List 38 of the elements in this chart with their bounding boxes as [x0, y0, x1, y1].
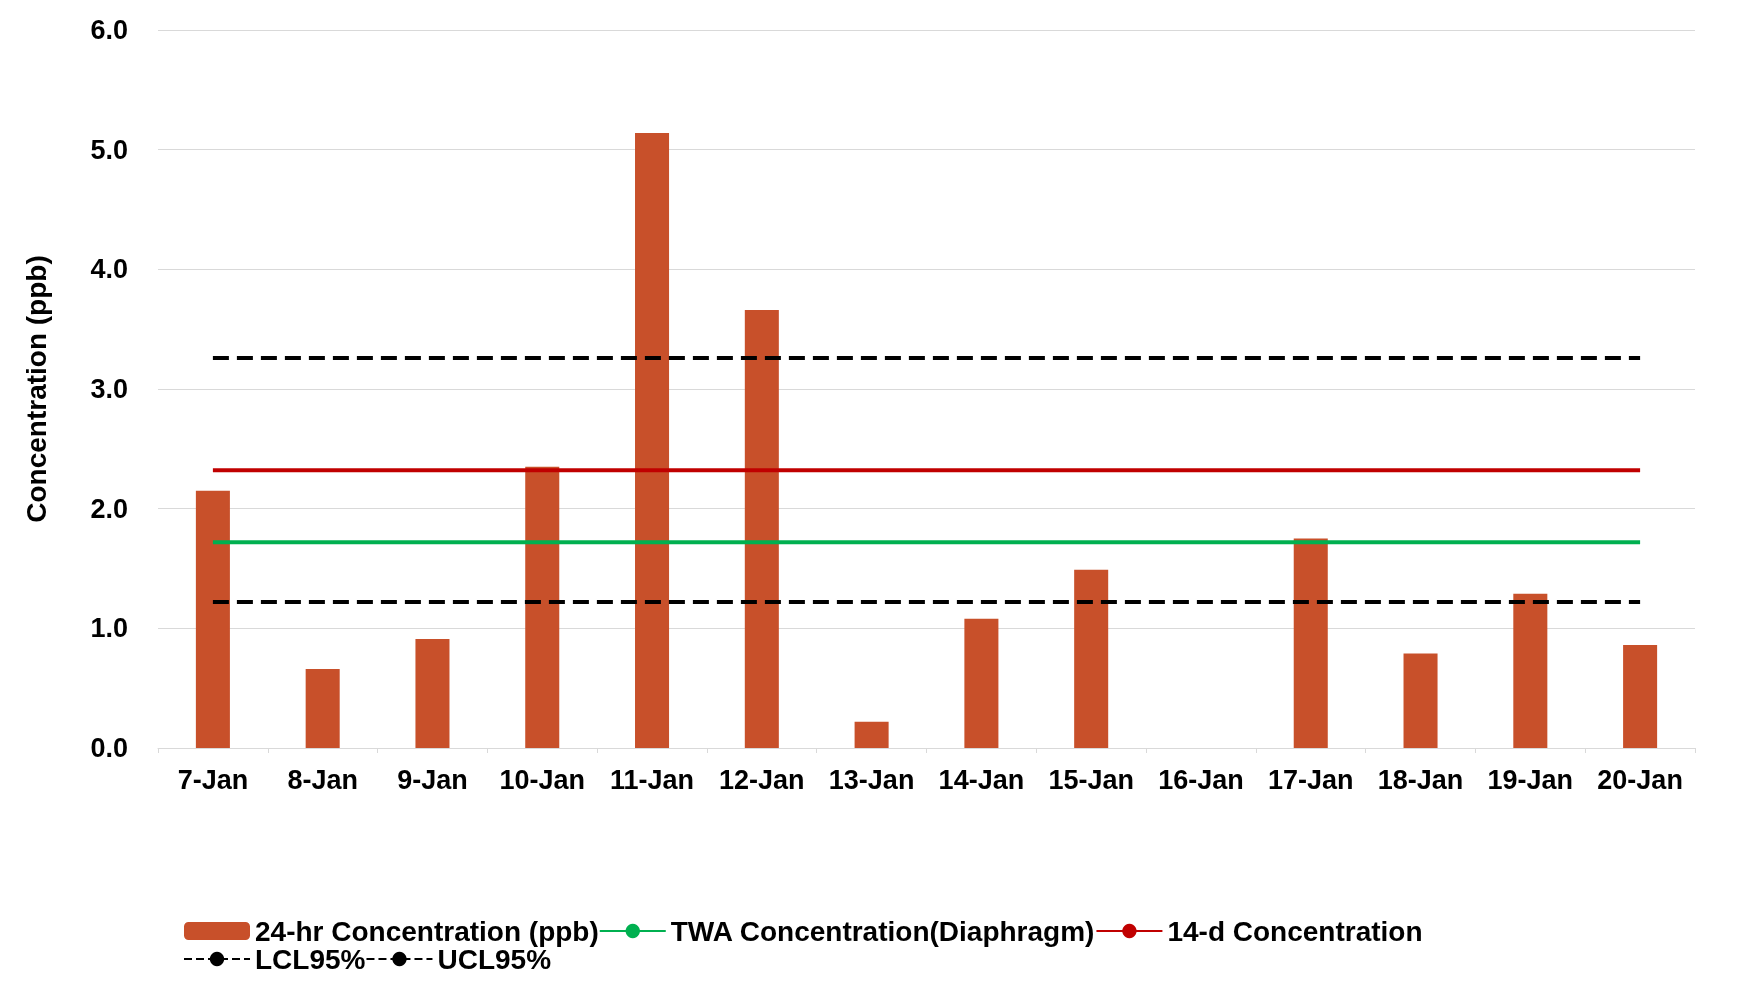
- y-tick-label: 3.0: [90, 374, 128, 404]
- bar: [525, 466, 560, 748]
- y-tick-label: 5.0: [90, 134, 128, 165]
- bar: [305, 669, 340, 748]
- bar: [415, 639, 450, 748]
- bar: [964, 618, 999, 748]
- y-tick-label: 0.0: [90, 733, 128, 763]
- x-tick-label: 7-Jan: [177, 764, 249, 795]
- bar: [1623, 645, 1658, 748]
- bar: [854, 721, 889, 748]
- x-tick-label: 16-Jan: [1158, 764, 1244, 795]
- bar: [1513, 593, 1548, 748]
- bar: [1074, 569, 1109, 748]
- x-tick-label: 19-Jan: [1487, 764, 1574, 795]
- y-tick-label: 4.0: [90, 254, 128, 285]
- x-tick-label: 14-Jan: [938, 764, 1025, 795]
- x-tick-label: 13-Jan: [828, 764, 915, 795]
- bar: [635, 132, 670, 748]
- x-tick-label: 18-Jan: [1377, 764, 1464, 795]
- y-tick-label: 2.0: [90, 493, 128, 524]
- x-tick-label: 20-Jan: [1597, 764, 1683, 795]
- bar: [1403, 653, 1438, 748]
- legend-label: LCL95%: [255, 943, 366, 975]
- bar: [1293, 538, 1328, 748]
- x-tick-label: 12-Jan: [719, 764, 805, 795]
- bar: [195, 490, 230, 748]
- legend-label: 14-d Concentration: [1167, 915, 1423, 947]
- bar: [744, 310, 779, 748]
- y-tick-label: 1.0: [90, 613, 128, 644]
- legend-label: TWA Concentration(Diaphragm): [670, 915, 1095, 947]
- x-tick-label: 15-Jan: [1048, 764, 1134, 795]
- x-tick-label: 9-Jan: [397, 764, 468, 795]
- x-tick-label: 17-Jan: [1267, 764, 1354, 795]
- y-tick-label: 6.0: [90, 15, 128, 45]
- x-tick-label: 8-Jan: [287, 764, 358, 795]
- x-tick-label: 10-Jan: [499, 764, 586, 795]
- y-axis-title: Concentration (ppb): [20, 255, 52, 523]
- x-tick-label: 11-Jan: [610, 764, 695, 795]
